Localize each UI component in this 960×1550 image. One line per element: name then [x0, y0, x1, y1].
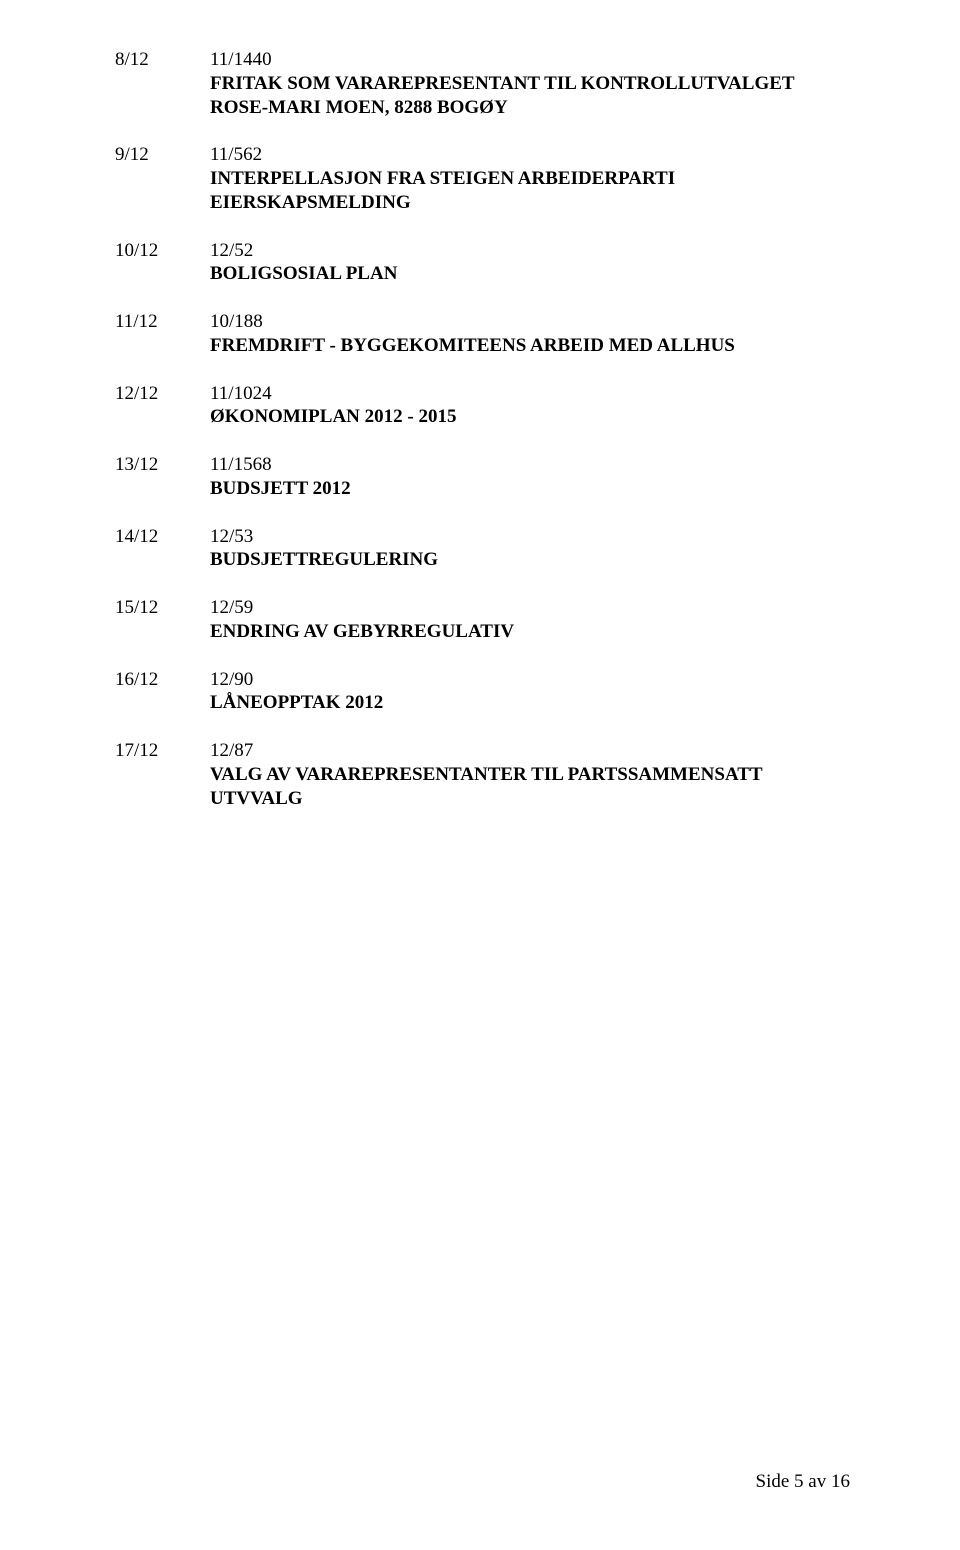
agenda-item-title-line: UTVVALG [210, 787, 850, 811]
agenda-item-body: 11/1568BUDSJETT 2012 [210, 453, 850, 501]
agenda-item-body: 10/188FREMDRIFT - BYGGEKOMITEENS ARBEID … [210, 310, 850, 358]
agenda-item-number: 16/12 [115, 668, 210, 716]
agenda-item: 17/1212/87VALG AV VARAREPRESENTANTER TIL… [115, 739, 850, 810]
agenda-item: 8/1211/1440FRITAK SOM VARAREPRESENTANT T… [115, 48, 850, 119]
agenda-item: 12/1211/1024ØKONOMIPLAN 2012 - 2015 [115, 382, 850, 430]
agenda-item: 9/1211/562INTERPELLASJON FRA STEIGEN ARB… [115, 143, 850, 214]
agenda-item-number: 11/12 [115, 310, 210, 358]
agenda-item-body: 12/90LÅNEOPPTAK 2012 [210, 668, 850, 716]
agenda-item-title-line: EIERSKAPSMELDING [210, 191, 850, 215]
agenda-item-ref: 12/59 [210, 596, 850, 620]
agenda-item-title-line: VALG AV VARAREPRESENTANTER TIL PARTSSAMM… [210, 763, 850, 787]
agenda-item-body: 11/1440FRITAK SOM VARAREPRESENTANT TIL K… [210, 48, 850, 119]
agenda-item-title-line: ENDRING AV GEBYRREGULATIV [210, 620, 850, 644]
agenda-item: 14/1212/53BUDSJETTREGULERING [115, 525, 850, 573]
agenda-item-ref: 11/1024 [210, 382, 850, 406]
agenda-item-title-line: BUDSJETTREGULERING [210, 548, 850, 572]
agenda-item-title-line: BOLIGSOSIAL PLAN [210, 262, 850, 286]
agenda-item-title-line: LÅNEOPPTAK 2012 [210, 691, 850, 715]
agenda-item-ref: 12/52 [210, 239, 850, 263]
agenda-item-ref: 10/188 [210, 310, 850, 334]
agenda-item-ref: 12/53 [210, 525, 850, 549]
agenda-item-number: 9/12 [115, 143, 210, 214]
page-footer: Side 5 av 16 [756, 1470, 850, 1494]
agenda-item-number: 13/12 [115, 453, 210, 501]
agenda-item-title-line: INTERPELLASJON FRA STEIGEN ARBEIDERPARTI [210, 167, 850, 191]
agenda-item-number: 8/12 [115, 48, 210, 119]
agenda-item-ref: 12/90 [210, 668, 850, 692]
agenda-item: 11/1210/188FREMDRIFT - BYGGEKOMITEENS AR… [115, 310, 850, 358]
agenda-item-body: 12/52BOLIGSOSIAL PLAN [210, 239, 850, 287]
agenda-item: 13/1211/1568BUDSJETT 2012 [115, 453, 850, 501]
agenda-item-title-line: FRITAK SOM VARAREPRESENTANT TIL KONTROLL… [210, 72, 850, 96]
agenda-item-ref: 11/1440 [210, 48, 850, 72]
agenda-item-number: 10/12 [115, 239, 210, 287]
agenda-item-body: 11/562INTERPELLASJON FRA STEIGEN ARBEIDE… [210, 143, 850, 214]
agenda-item-body: 11/1024ØKONOMIPLAN 2012 - 2015 [210, 382, 850, 430]
agenda-item-body: 12/53BUDSJETTREGULERING [210, 525, 850, 573]
agenda-item-number: 17/12 [115, 739, 210, 810]
agenda-list: 8/1211/1440FRITAK SOM VARAREPRESENTANT T… [115, 48, 850, 810]
page: 8/1211/1440FRITAK SOM VARAREPRESENTANT T… [0, 0, 960, 1550]
agenda-item-body: 12/87VALG AV VARAREPRESENTANTER TIL PART… [210, 739, 850, 810]
agenda-item-title-line: FREMDRIFT - BYGGEKOMITEENS ARBEID MED AL… [210, 334, 850, 358]
agenda-item-body: 12/59ENDRING AV GEBYRREGULATIV [210, 596, 850, 644]
agenda-item-ref: 11/562 [210, 143, 850, 167]
agenda-item: 16/1212/90LÅNEOPPTAK 2012 [115, 668, 850, 716]
agenda-item-number: 14/12 [115, 525, 210, 573]
agenda-item: 10/1212/52BOLIGSOSIAL PLAN [115, 239, 850, 287]
agenda-item-ref: 11/1568 [210, 453, 850, 477]
agenda-item-number: 15/12 [115, 596, 210, 644]
agenda-item-title-line: BUDSJETT 2012 [210, 477, 850, 501]
agenda-item: 15/1212/59ENDRING AV GEBYRREGULATIV [115, 596, 850, 644]
agenda-item-title-line: ROSE-MARI MOEN, 8288 BOGØY [210, 96, 850, 120]
agenda-item-number: 12/12 [115, 382, 210, 430]
agenda-item-ref: 12/87 [210, 739, 850, 763]
agenda-item-title-line: ØKONOMIPLAN 2012 - 2015 [210, 405, 850, 429]
